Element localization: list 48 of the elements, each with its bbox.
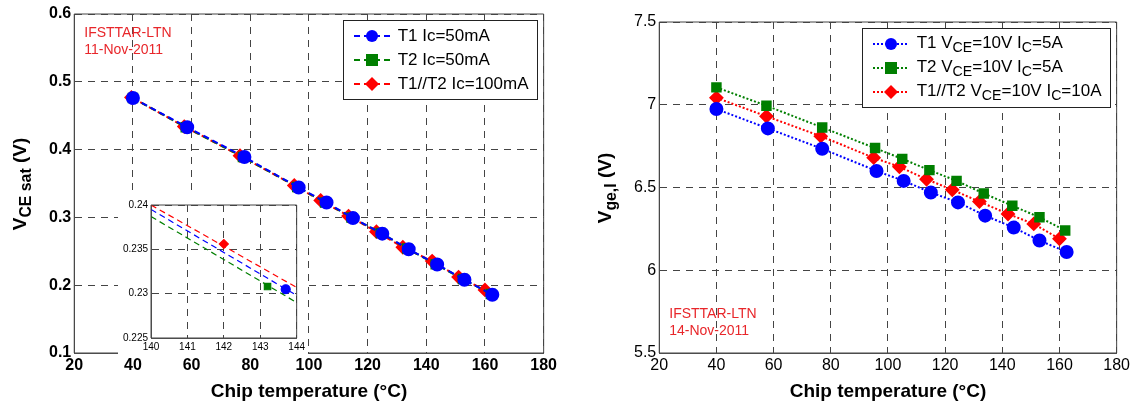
x-tick-label: 160: [1046, 356, 1073, 374]
x-tick-label: 100: [874, 356, 902, 374]
x-tick-label: 100: [295, 356, 323, 374]
x-tick-label: 141: [179, 340, 197, 352]
x-tick-label: 140: [988, 356, 1016, 374]
y-tick-label: 7: [647, 95, 657, 113]
legend-label: T1//T2 Ic=100mA: [397, 74, 529, 94]
x-tick-label: 142: [215, 340, 233, 352]
x-tick-label: 120: [931, 356, 959, 374]
x-axis-title: Chip temperature (°C): [789, 379, 987, 401]
x-axis-title: Chip temperature (°C): [210, 379, 408, 401]
x-tick-label: 143: [251, 340, 270, 352]
y-tick-label: 0.4: [48, 140, 72, 158]
x-tick-label: 20: [65, 356, 84, 374]
legend-label: T1//T2 V$_{CE}$=10V I$_{C}$=10A: [916, 80, 1102, 104]
legend-label: T1 V$_{CE}$=10V I$_{C}$=5A: [916, 32, 1063, 56]
x-tick-label: 40: [707, 356, 726, 374]
x-tick-label: 120: [354, 356, 382, 374]
y-tick-label: 0.23: [128, 287, 149, 299]
y-tick-label: 0.5: [48, 72, 72, 90]
x-tick-label: 140: [412, 356, 440, 374]
y-tick-label: 7.5: [633, 12, 657, 30]
x-tick-label: 40: [124, 356, 142, 374]
annotation: IFSTTAR-LTN: [669, 304, 757, 321]
x-tick-label: 180: [530, 356, 558, 374]
y-tick-label: 6: [647, 260, 657, 278]
y-tick-label: 6.5: [633, 177, 657, 195]
x-tick-label: 60: [182, 356, 201, 374]
y-tick-label: 0.2: [48, 275, 72, 293]
annotation: 14-Nov-2011: [669, 321, 750, 338]
x-tick-label: 20: [650, 356, 669, 374]
legend-label: T2 Ic=50mA: [397, 50, 490, 70]
x-tick-label: 180: [1103, 356, 1131, 374]
x-tick-label: 140: [142, 340, 160, 352]
annotation: IFSTTAR-LTN: [84, 23, 172, 40]
x-tick-label: 80: [241, 356, 260, 374]
y-tick-label: 0.24: [128, 198, 149, 210]
x-tick-label: 160: [471, 356, 499, 374]
x-tick-label: 60: [764, 356, 783, 374]
legend-label: T2 V$_{CE}$=10V I$_{C}$=5A: [916, 56, 1063, 80]
annotation: 11-Nov-2011: [84, 40, 164, 57]
legend-label: T1 Ic=50mA: [397, 26, 490, 46]
x-tick-label: 80: [821, 356, 840, 374]
y-tick-label: 0.3: [48, 207, 72, 225]
x-tick-label: 144: [288, 340, 306, 352]
y-tick-label: 0.225: [122, 331, 149, 343]
y-tick-label: 0.6: [48, 4, 72, 22]
y-tick-label: 0.235: [122, 243, 149, 255]
